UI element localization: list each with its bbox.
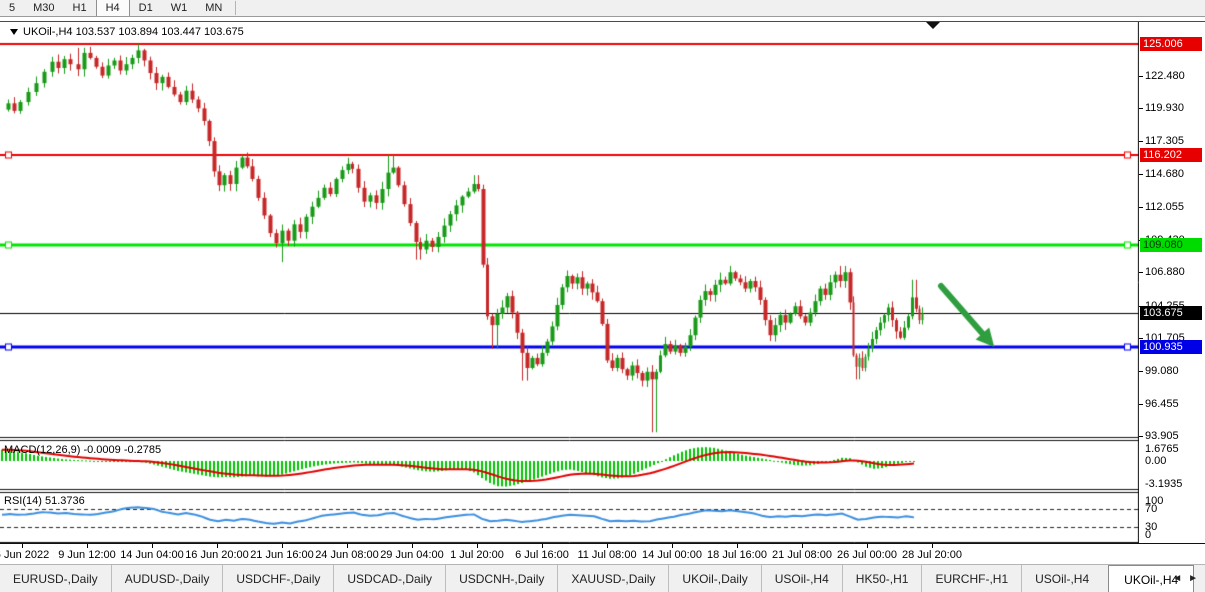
chart-tab-eurchf-h1[interactable]: EURCHF-,H1: [921, 565, 1021, 592]
date-axis-label: 14 Jul 00:00: [642, 549, 702, 561]
date-axis-tick: [152, 544, 153, 548]
price-axis-tick: [1139, 207, 1143, 209]
chart-ohlc-values: 103.537 103.894 103.447 103.675: [75, 26, 244, 38]
chart-tab-audusd-daily[interactable]: AUDUSD-,Daily: [110, 565, 223, 592]
date-axis-tick: [282, 544, 283, 548]
price-axis-label: 114.680: [1145, 168, 1184, 181]
date-axis-label: 28 Jul 20:00: [902, 549, 962, 561]
date-axis-label: 21 Jun 16:00: [250, 549, 314, 561]
toolbar-separator: [235, 1, 237, 15]
chart-tab-usdcnh-daily[interactable]: USDCNH-,Daily: [445, 565, 557, 592]
date-axis-tick: [347, 544, 348, 548]
date-axis-label: 24 Jun 08:00: [315, 549, 379, 561]
rsi-axis-label: 70: [1145, 503, 1158, 515]
price-axis-tick: [1139, 75, 1143, 77]
date-axis[interactable]: 6 Jun 2022 9 Jun 12:00 14 Jun 04:00 16 Jun …: [0, 543, 1205, 565]
chart-symbol-period: UKOil-,H4: [23, 26, 73, 38]
chart-tab-usdchf-daily[interactable]: USDCHF-,Daily: [222, 565, 333, 592]
date-axis-tick: [542, 544, 543, 548]
date-axis-tick: [867, 544, 868, 548]
date-axis-tick: [22, 544, 23, 548]
date-axis-tick: [737, 544, 738, 548]
timeframe-button-5[interactable]: 5: [9, 2, 16, 14]
chart-tab-ukoil-daily[interactable]: UKOil-,Daily: [668, 565, 760, 592]
date-axis-tick: [412, 544, 413, 548]
chart-title: UKOil-,H4 103.537 103.894 103.447 103.67…: [10, 26, 244, 38]
timeframe-button-m30[interactable]: M30: [33, 2, 55, 14]
date-axis-tick: [87, 544, 88, 548]
price-axis[interactable]: 122.480119.930117.305114.680112.055109.4…: [1139, 22, 1205, 543]
price-chart-canvas[interactable]: [0, 22, 1139, 543]
price-axis-tick: [1139, 174, 1143, 176]
price-axis-label: 96.455: [1145, 397, 1179, 410]
macd-indicator-label: MACD(12,26,9) -0.0009 -0.2785: [4, 444, 162, 456]
price-badge-109.080: 109.080: [1140, 237, 1202, 252]
date-axis-label: 9 Jun 12:00: [58, 549, 116, 561]
chart-tab-usoil-h4[interactable]: USOil-,H4: [1021, 565, 1102, 592]
chart-tab-hk50-h1[interactable]: HK50-,H1: [841, 565, 922, 592]
price-axis-tick: [1139, 107, 1143, 109]
date-axis-label: 11 Jul 08:00: [577, 549, 637, 561]
macd-axis-label: 1.6765: [1145, 443, 1179, 456]
rsi-indicator-label: RSI(14) 51.3736: [4, 495, 85, 507]
price-axis-tick: [1139, 337, 1143, 339]
chart-tab-usdcad-daily[interactable]: USDCAD-,Daily: [333, 565, 445, 592]
price-axis-label: 117.305: [1145, 135, 1184, 148]
price-axis-label: 119.930: [1145, 101, 1184, 114]
price-axis-label: 99.080: [1145, 364, 1179, 377]
timeframe-button-h1[interactable]: H1: [72, 2, 87, 14]
price-axis-label: 122.480: [1145, 69, 1185, 82]
price-badge-100.935: 100.935: [1140, 340, 1202, 355]
price-badge-116.202: 116.202: [1140, 147, 1202, 162]
date-axis-label: 29 Jun 04:00: [380, 549, 444, 561]
tab-scroll-arrows: ◄ ►: [1168, 564, 1202, 592]
price-axis-tick: [1139, 403, 1143, 405]
date-axis-label: 6 Jun 2022: [0, 549, 50, 561]
date-axis-label: 14 Jun 04:00: [120, 549, 184, 561]
price-axis-tick: [1139, 272, 1143, 274]
price-axis-tick: [1139, 141, 1143, 143]
chart-tab-eurusd-daily[interactable]: EURUSD-,Daily: [13, 572, 98, 586]
date-axis-label: 1 Jul 20:00: [450, 549, 504, 561]
price-axis-tick: [1139, 435, 1143, 437]
price-axis-tick: [1139, 370, 1143, 372]
timeframe-button-w1[interactable]: W1: [170, 2, 188, 14]
rsi-axis-label: 30: [1145, 521, 1158, 533]
chart-tab-xauusd-daily[interactable]: XAUUSD-,Daily: [557, 565, 668, 592]
price-badge-103.675: 103.675: [1140, 305, 1202, 320]
price-axis-label: 112.055: [1145, 201, 1184, 214]
price-axis-label: 106.880: [1145, 266, 1185, 279]
price-axis-label: 93.905: [1145, 429, 1179, 442]
chart-tab-bar: EURUSD-,Daily AUDUSD-,Daily USDCHF-,Daily U…: [0, 564, 1205, 592]
chart-tab-ukoil-h4[interactable]: UKOil-,H4: [1108, 565, 1195, 592]
date-axis-tick: [217, 544, 218, 548]
timeframe-button-h4[interactable]: H4: [95, 0, 130, 16]
date-axis-tick: [607, 544, 608, 548]
date-axis-tick: [932, 544, 933, 548]
timeframe-button-mn[interactable]: MN: [205, 2, 223, 14]
timeframe-button-d1[interactable]: D1: [138, 2, 153, 14]
date-axis-label: 18 Jul 16:00: [707, 549, 767, 561]
date-axis-label: 16 Jun 20:00: [185, 549, 249, 561]
timeframe-toolbar: 5 M30 H1 H4 D1 W1 MN: [0, 0, 1205, 17]
date-axis-label: 6 Jul 16:00: [515, 549, 569, 561]
date-axis-tick: [802, 544, 803, 548]
macd-axis-label: -3.1935: [1145, 477, 1183, 490]
date-axis-tick: [477, 544, 478, 548]
chart-tab-usoil-h4[interactable]: USOil-,H4: [760, 565, 842, 592]
tab-scroll-right-icon[interactable]: ►: [1188, 572, 1198, 584]
tab-scroll-left-icon[interactable]: ◄: [1172, 572, 1183, 584]
price-badge-125.006: 125.006: [1140, 37, 1202, 51]
date-axis-tick: [672, 544, 673, 548]
chart-symbol-triangle-icon: [10, 29, 18, 35]
rsi-axis-label: 100: [1145, 495, 1164, 507]
macd-axis-label: 0.00: [1145, 455, 1167, 467]
date-axis-label: 26 Jul 00:00: [837, 549, 897, 561]
date-axis-label: 21 Jul 08:00: [772, 549, 832, 561]
rsi-axis-label: 0: [1145, 529, 1152, 541]
chart-shift-marker-icon[interactable]: [926, 22, 940, 29]
